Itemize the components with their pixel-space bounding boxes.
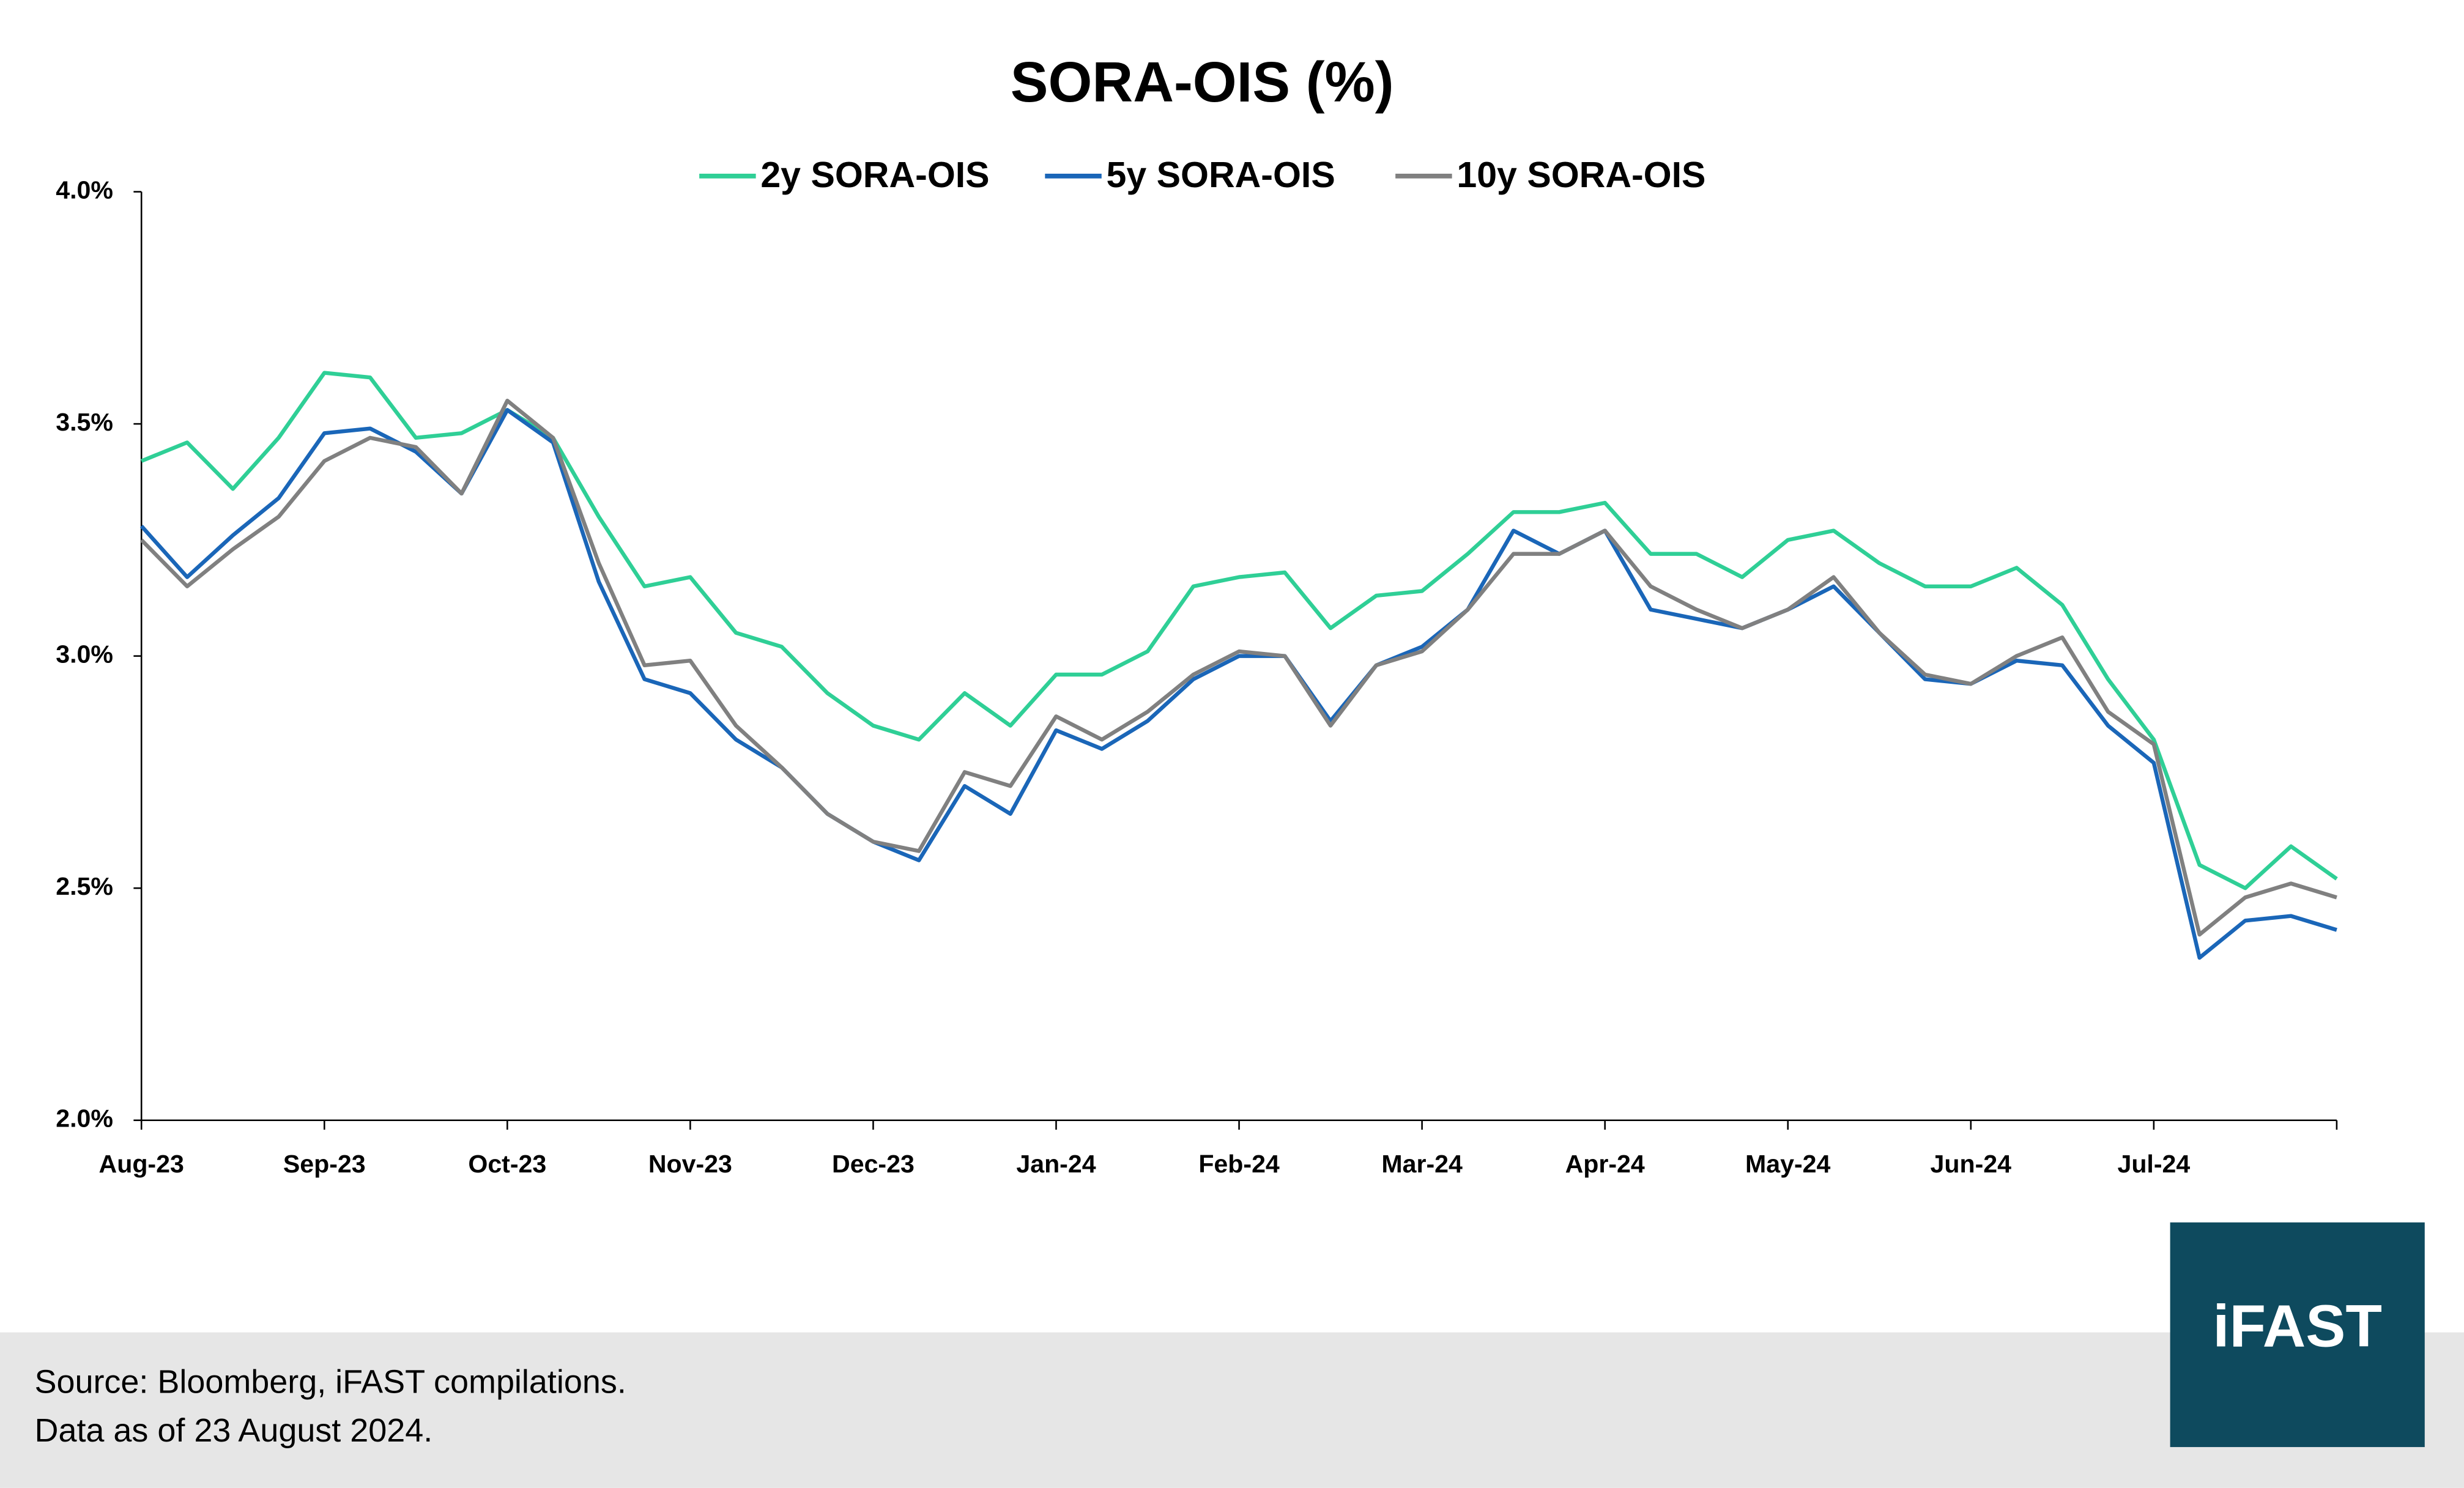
legend-label: 2y SORA-OIS (760, 155, 989, 195)
x-tick-label: Dec-23 (832, 1150, 915, 1178)
x-tick-label: Jan-24 (1016, 1150, 1096, 1178)
y-tick-label: 3.5% (56, 408, 113, 436)
x-tick-label: Sep-23 (283, 1150, 366, 1178)
y-tick-label: 2.0% (56, 1105, 113, 1133)
x-tick-label: Apr-24 (1565, 1150, 1645, 1178)
x-tick-label: Jun-24 (1931, 1150, 2012, 1178)
footer-band (0, 1332, 2464, 1488)
x-tick-label: Jul-24 (2117, 1150, 2190, 1178)
logo-box (2170, 1222, 2425, 1448)
data-note: Data as of 23 August 2024. (35, 1412, 433, 1449)
y-tick-label: 3.0% (56, 640, 113, 668)
x-tick-label: May-24 (1745, 1150, 1830, 1178)
x-tick-label: Oct-23 (468, 1150, 546, 1178)
x-tick-label: Mar-24 (1381, 1150, 1463, 1178)
y-tick-label: 2.5% (56, 872, 113, 900)
y-tick-label: 4.0% (56, 176, 113, 204)
x-tick-label: Nov-23 (648, 1150, 732, 1178)
legend-label: 5y SORA-OIS (1106, 155, 1335, 195)
legend-label: 10y SORA-OIS (1457, 155, 1705, 195)
source-note: Source: Bloomberg, iFAST compilations. (35, 1364, 626, 1401)
logo: iFAST (2213, 1293, 2382, 1360)
series-line (139, 398, 2337, 937)
chart-title: SORA-OIS (%) (1011, 50, 1394, 114)
x-tick-label: Aug-23 (99, 1150, 184, 1178)
x-tick-label: Feb-24 (1198, 1150, 1280, 1178)
